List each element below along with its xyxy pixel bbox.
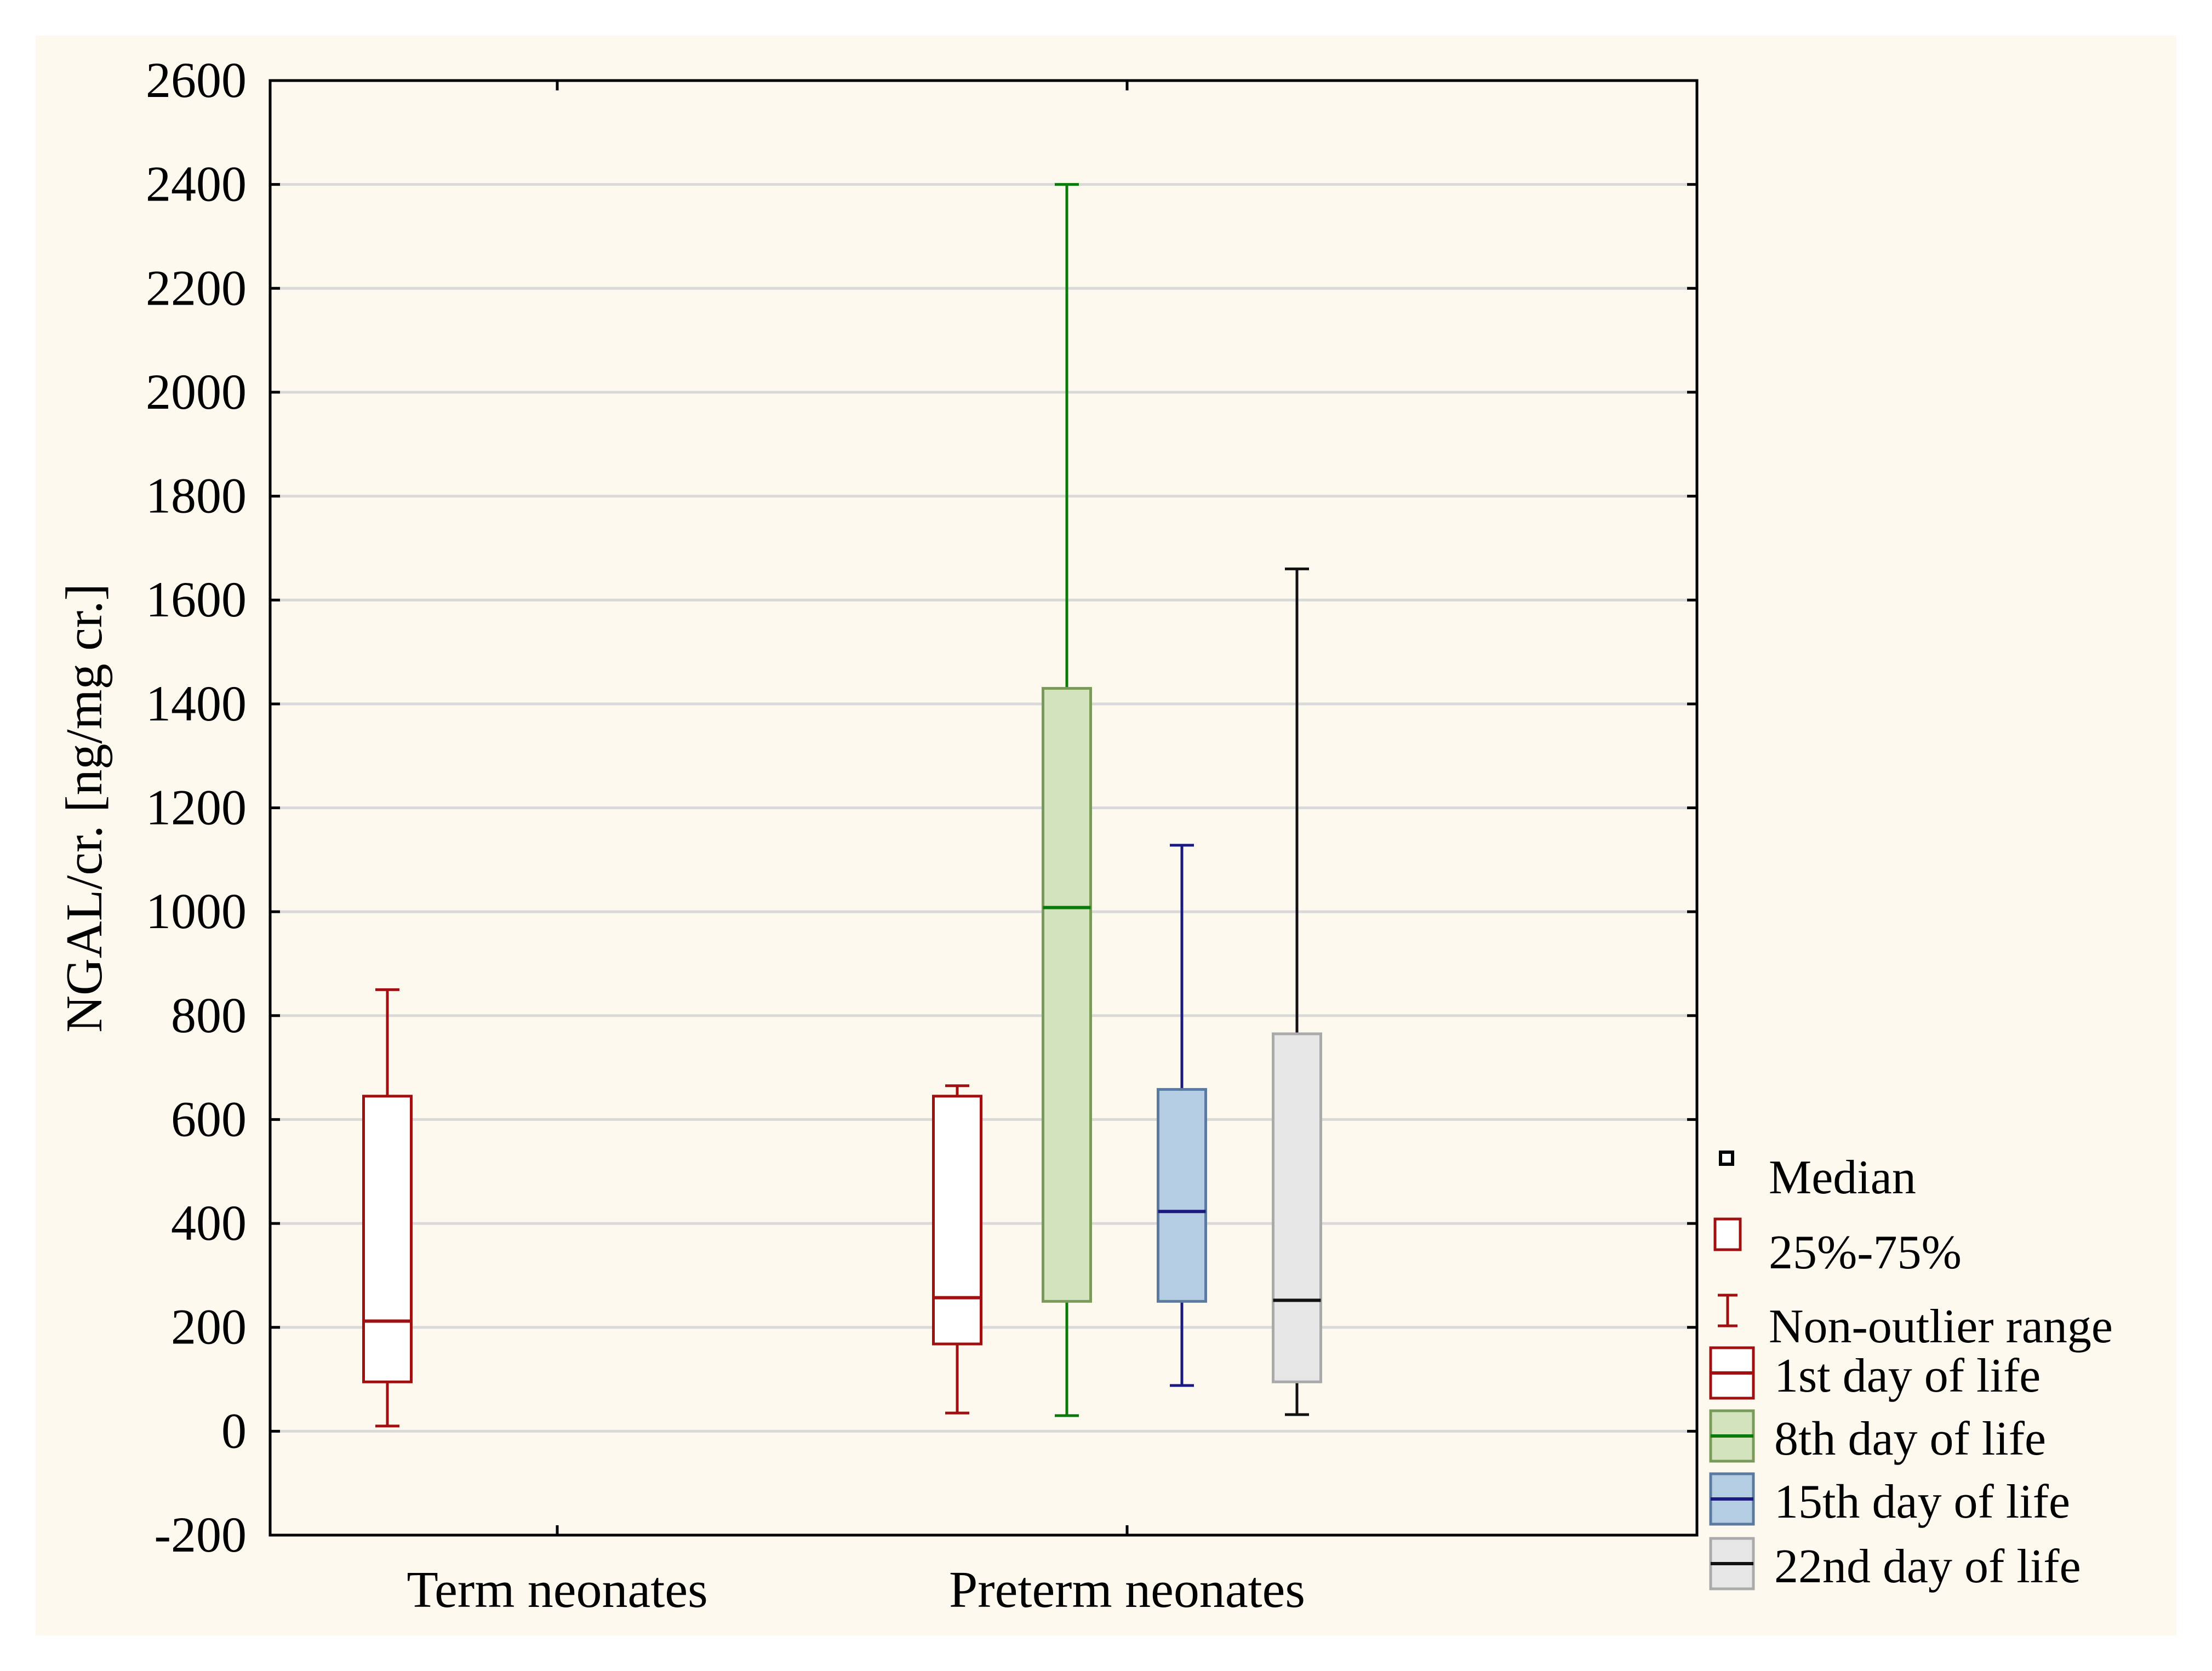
legend-median-marker [1719, 1151, 1734, 1166]
iqr-box [1272, 1032, 1322, 1383]
box-1st-day-of-life [932, 1084, 982, 1415]
y-axis-label: NGAL/cr. [ng/mg cr.] [56, 583, 113, 1033]
legend-series-label: 15th day of life [1774, 1475, 2070, 1529]
iqr-box [1157, 1088, 1207, 1303]
legend-series-label: 22nd day of life [1774, 1540, 2081, 1593]
box-8th-day-of-life [1042, 183, 1092, 1417]
y-tick-label: 1400 [146, 676, 247, 731]
x-tick-label: Preterm neonates [949, 1561, 1305, 1618]
legend-median-label: Median [1769, 1151, 1916, 1204]
box-series [362, 183, 1322, 1428]
box-15th-day-of-life [1157, 844, 1207, 1387]
y-tick-label: 1000 [146, 883, 247, 939]
iqr-box [362, 1095, 413, 1383]
legend-box-marker [1713, 1217, 1742, 1251]
y-tick-label: 1200 [146, 780, 247, 836]
axis-ticks: -200 0 200 400 600 800 1000 1200 1400 1600 1800 200… [146, 52, 1697, 1618]
y-tick-label: 600 [171, 1091, 247, 1147]
legend-box-label: 25%-75% [1769, 1226, 1962, 1279]
y-tick-label: 1600 [146, 571, 247, 627]
legend-whisker-label: Non-outlier range [1769, 1300, 2113, 1353]
y-tick-label: 2400 [146, 156, 247, 212]
y-tick-label: 2600 [146, 52, 247, 108]
y-tick-label: 800 [171, 987, 247, 1043]
y-tick-label: 0 [221, 1403, 247, 1458]
iqr-box [1042, 686, 1092, 1303]
legend-series-label: 1st day of life [1774, 1349, 2040, 1403]
y-tick-label: -200 [154, 1507, 247, 1563]
box-1st-day-of-life [362, 988, 413, 1428]
legend-series-label: 8th day of life [1774, 1412, 2046, 1466]
y-tick-label: 2200 [146, 260, 247, 316]
y-tick-label: 200 [171, 1299, 247, 1355]
box-22nd-day-of-life [1272, 567, 1322, 1416]
iqr-box [932, 1095, 982, 1346]
y-tick-label: 400 [171, 1195, 247, 1251]
y-tick-label: 1800 [146, 468, 247, 524]
y-tick-label: 2000 [146, 364, 247, 420]
x-tick-label: Term neonates [407, 1561, 707, 1618]
gridlines [270, 183, 1697, 1433]
